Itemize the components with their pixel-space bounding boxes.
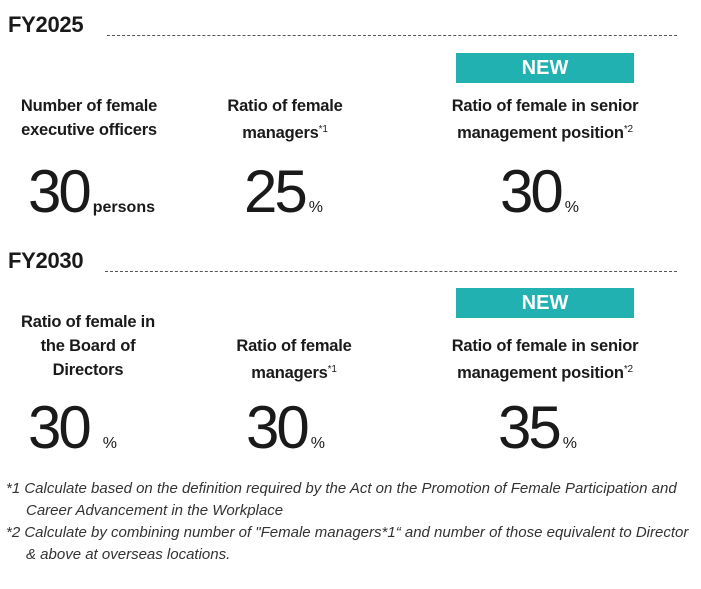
metric-number: 30 [28, 394, 92, 461]
section-divider [107, 35, 677, 36]
metric-value: 25% [244, 162, 323, 222]
footnote-2: *2 Calculate by combining number of "Fem… [6, 524, 689, 563]
metric-value: 30 persons [28, 162, 155, 222]
metric-unit: % [308, 199, 323, 216]
metric-value: 30% [500, 162, 579, 222]
metric-value: 35% [498, 398, 577, 458]
metric-number: 30 [500, 158, 564, 225]
metric-label: Ratio of female managers*1 [227, 97, 343, 142]
new-badge: NEW [456, 288, 634, 318]
metric-unit: % [310, 435, 325, 452]
metric-unit: % [562, 435, 577, 452]
metric-number: 35 [498, 394, 562, 461]
metric-label: Ratio of female in the Board of Director… [21, 313, 155, 379]
metric-label: Ratio of female in senior management pos… [451, 97, 639, 142]
new-badge: NEW [456, 53, 634, 83]
metric-number: 25 [244, 158, 308, 225]
footnote-1: *1 Calculate based on the definition req… [6, 480, 677, 519]
metric-label: Number of female executive officers [20, 97, 158, 139]
metric-number: 30 [28, 158, 92, 225]
metric-number: 30 [246, 394, 310, 461]
metric-unit: % [102, 435, 117, 452]
footnotes: *1 Calculate based on the definition req… [6, 478, 696, 566]
metric-label: Ratio of female in senior management pos… [451, 337, 639, 382]
metric-unit: persons [92, 199, 155, 216]
section-divider [105, 271, 677, 272]
metric-value: 30% [28, 398, 117, 458]
metric-label: Ratio of female managers*1 [236, 337, 352, 382]
metric-value: 30% [246, 398, 325, 458]
section-title-fy2025: FY2025 [8, 12, 84, 37]
metric-unit: % [564, 199, 579, 216]
section-title-fy2030: FY2030 [8, 248, 84, 273]
